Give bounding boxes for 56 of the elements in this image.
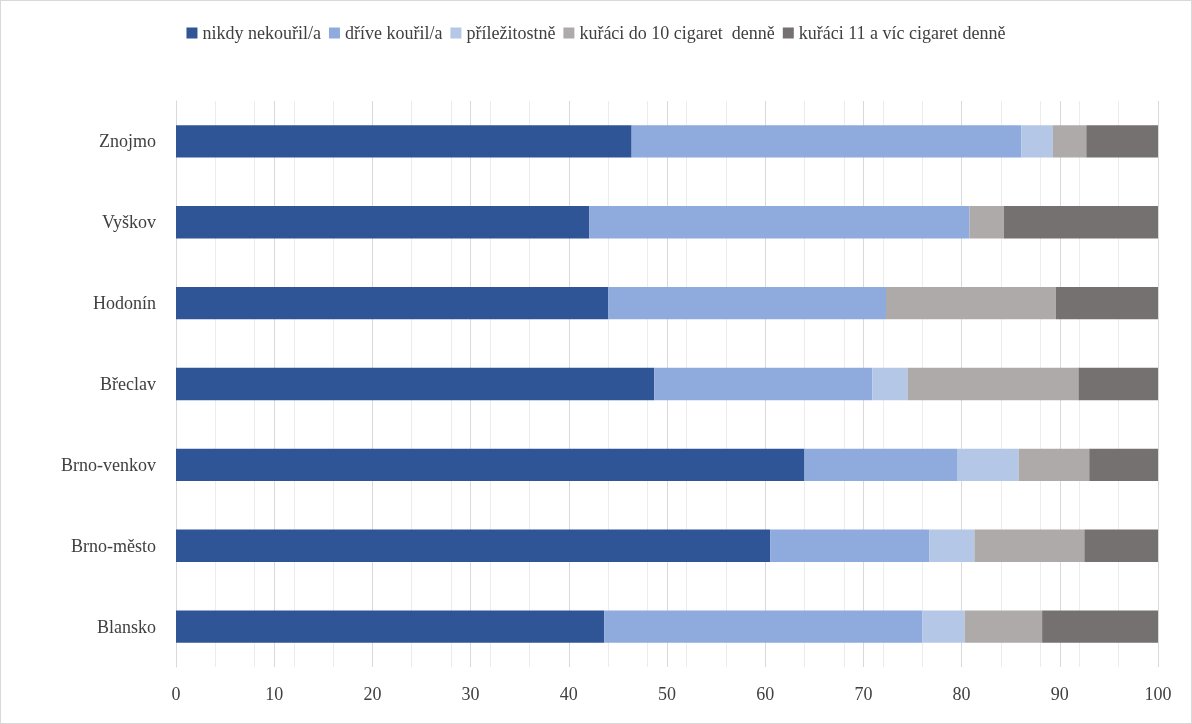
bar	[1055, 286, 1158, 320]
bar	[969, 206, 1004, 239]
legend-label: kuřáci do 10 cigaret denně	[579, 23, 775, 43]
bar	[922, 610, 965, 643]
bar	[176, 206, 590, 239]
bar	[1021, 125, 1053, 158]
bar	[176, 448, 805, 482]
x-tick-label: 20	[363, 684, 382, 704]
bar	[1042, 610, 1158, 643]
bar	[957, 448, 1019, 482]
x-tick-label: 10	[265, 684, 284, 704]
x-tick-label: 0	[171, 684, 181, 704]
x-tick-label: 50	[658, 684, 676, 704]
x-tick-label: 60	[756, 684, 775, 704]
bar	[1003, 206, 1158, 239]
legend-label: příležitostně	[466, 23, 556, 43]
bar	[176, 125, 632, 158]
legend-label: kuřáci 11 a víc cigaret denně	[798, 23, 1006, 43]
bar	[964, 610, 1043, 643]
bar	[929, 529, 975, 562]
bar	[1078, 367, 1158, 401]
y-tick-label: Brno-venkov	[61, 454, 156, 475]
x-tick-label: 100	[1144, 684, 1172, 704]
x-tick-label: 30	[461, 684, 480, 704]
bar	[885, 286, 1056, 320]
y-tick-label: Břeclav	[100, 374, 156, 394]
bar	[176, 286, 609, 320]
bar	[1086, 125, 1158, 158]
bar	[1084, 529, 1158, 562]
bar	[589, 206, 970, 239]
y-tick-label: Brno-město	[71, 535, 156, 556]
y-tick-label: Znojmo	[99, 131, 156, 152]
bar	[974, 529, 1085, 562]
legend-label: nikdy nekouřil/a	[202, 23, 321, 43]
bar	[1052, 125, 1087, 158]
bar	[1018, 448, 1090, 482]
bar	[608, 286, 886, 320]
bar	[804, 448, 958, 482]
bar	[907, 367, 1079, 401]
legend-label: dříve kouřil/a	[344, 23, 443, 43]
bar	[176, 529, 771, 562]
bar	[872, 367, 908, 401]
bar	[604, 610, 923, 643]
y-tick-label: Vyškov	[101, 212, 156, 233]
bar	[770, 529, 930, 562]
bar	[654, 367, 873, 401]
x-tick-label: 70	[854, 684, 873, 704]
bar	[1089, 448, 1158, 482]
bar	[176, 367, 655, 401]
bar	[176, 610, 605, 643]
x-tick-label: 40	[559, 684, 578, 704]
x-tick-label: 80	[952, 684, 971, 704]
y-tick-label: Hodonín	[93, 293, 156, 314]
x-tick-label: 90	[1050, 684, 1069, 704]
y-tick-label: Blansko	[96, 616, 156, 637]
bar	[631, 125, 1022, 158]
